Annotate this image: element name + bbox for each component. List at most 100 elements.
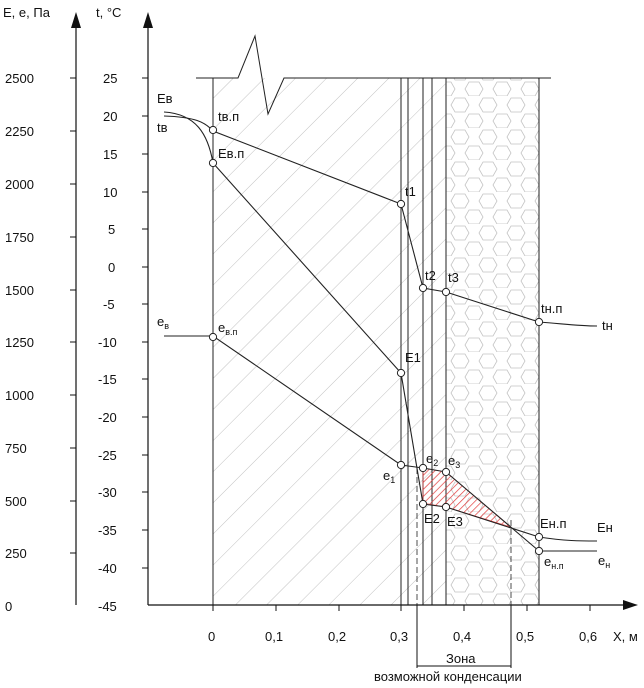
label-e2-sub: 2 bbox=[433, 458, 438, 468]
x-tick-label: 0,3 bbox=[390, 629, 408, 644]
temp-tick-label: -30 bbox=[98, 485, 117, 500]
pressure-tick-label: 2500 bbox=[5, 71, 34, 86]
point-t2 bbox=[418, 283, 428, 293]
temp-tick-label: 20 bbox=[103, 109, 117, 124]
x-tick-label: 0,1 bbox=[265, 629, 283, 644]
pressure-ticks bbox=[70, 77, 76, 554]
point-evp bbox=[208, 332, 218, 342]
x-tick-label: 0,2 bbox=[328, 629, 346, 644]
temp-tick-label: -5 bbox=[103, 297, 115, 312]
x-axis-title: X, м bbox=[613, 629, 638, 644]
point-t3 bbox=[441, 287, 451, 297]
pressure-tick-labels: 2500 2250 2000 1750 1500 1250 1000 750 5… bbox=[5, 71, 34, 614]
label-tn: tн bbox=[602, 318, 613, 333]
pressure-tick-label: 2000 bbox=[5, 177, 34, 192]
pressure-tick-label: 1500 bbox=[5, 283, 34, 298]
temp-tick-label: -35 bbox=[98, 523, 117, 538]
x-axis-arrow bbox=[623, 600, 638, 610]
label-e2: e2 bbox=[426, 451, 438, 468]
point-t1 bbox=[396, 199, 406, 209]
x-ticks bbox=[212, 605, 591, 611]
label-enp: eн.п bbox=[544, 554, 564, 571]
label-evp-base: e bbox=[218, 320, 225, 335]
label-e3-sub: 3 bbox=[455, 460, 460, 470]
temp-tick-label: -15 bbox=[98, 372, 117, 387]
pressure-tick-label: 1250 bbox=[5, 335, 34, 350]
label-e3-base: e bbox=[448, 453, 455, 468]
temp-tick-label: -20 bbox=[98, 410, 117, 425]
x-tick-labels: 0 0,1 0,2 0,3 0,4 0,5 0,6 bbox=[208, 629, 597, 644]
pressure-axis-arrow bbox=[71, 12, 81, 28]
label-en: eн bbox=[598, 553, 610, 570]
x-tick-label: 0,6 bbox=[579, 629, 597, 644]
label-ev-sub: в bbox=[164, 321, 169, 331]
point-tnp bbox=[534, 317, 544, 327]
temp-tick-label: -45 bbox=[98, 599, 117, 614]
label-evp-sub: в.п bbox=[225, 327, 237, 337]
zone-bracket bbox=[416, 605, 512, 668]
label-En: Eн bbox=[597, 520, 613, 535]
label-evp: eв.п bbox=[218, 320, 238, 337]
label-e1-sub: 1 bbox=[390, 475, 395, 485]
pressure-tick-label: 750 bbox=[5, 441, 27, 456]
label-t1: t1 bbox=[405, 184, 416, 199]
label-ev: eв bbox=[157, 314, 169, 331]
label-e3: e3 bbox=[448, 453, 460, 470]
pressure-tick-label: 0 bbox=[5, 599, 12, 614]
pressure-tick-label: 1000 bbox=[5, 388, 34, 403]
label-e2-base: e bbox=[426, 451, 433, 466]
temp-tick-label: 5 bbox=[108, 222, 115, 237]
points bbox=[208, 125, 544, 556]
pressure-tick-label: 1750 bbox=[5, 230, 34, 245]
point-E2 bbox=[418, 499, 428, 509]
label-enp-base: e bbox=[544, 554, 551, 569]
zone-subtitle: возможной конденсации bbox=[374, 669, 522, 684]
label-enp-sub: н.п bbox=[551, 561, 563, 571]
temp-tick-label: 15 bbox=[103, 147, 117, 162]
pressure-tick-label: 500 bbox=[5, 494, 27, 509]
label-e1: e1 bbox=[383, 468, 395, 485]
temperature-tick-labels: 25 20 15 10 5 0 -5 -10 -15 -20 -25 -30 -… bbox=[98, 71, 117, 614]
label-Enp: Eн.п bbox=[540, 516, 567, 531]
temperature-ticks bbox=[142, 77, 148, 569]
axes bbox=[75, 25, 625, 606]
point-Evp bbox=[208, 158, 218, 168]
zone-title: Зона bbox=[446, 651, 476, 666]
label-Evp: Eв.п bbox=[218, 146, 244, 161]
label-t3: t3 bbox=[448, 270, 459, 285]
pressure-tick-label: 250 bbox=[5, 546, 27, 561]
point-Enp bbox=[534, 532, 544, 542]
top-break-line bbox=[196, 34, 551, 116]
label-t2: t2 bbox=[425, 268, 436, 283]
point-e1 bbox=[396, 460, 406, 470]
label-E1: E1 bbox=[405, 350, 421, 365]
temp-tick-label: -25 bbox=[98, 448, 117, 463]
point-E3 bbox=[441, 502, 451, 512]
label-E3: E3 bbox=[447, 514, 463, 529]
label-ev-base: e bbox=[157, 314, 164, 329]
label-tnp: tн.п bbox=[541, 301, 562, 316]
temp-tick-label: 10 bbox=[103, 185, 117, 200]
label-Ev: Eв bbox=[157, 91, 173, 106]
point-e2 bbox=[418, 463, 428, 473]
point-tvp bbox=[208, 125, 218, 135]
label-en-sub: н bbox=[605, 560, 610, 570]
x-tick-label: 0,4 bbox=[453, 629, 471, 644]
x-tick-label: 0,5 bbox=[516, 629, 534, 644]
layer-2-thin bbox=[401, 78, 423, 605]
temp-tick-label: -40 bbox=[98, 561, 117, 576]
temperature-axis-title: t, °C bbox=[96, 5, 121, 20]
layer-1-hatched bbox=[213, 78, 401, 605]
point-labels: Eв tв tв.п Eв.п t1 t2 t3 tн.п tн eв eв.п… bbox=[157, 91, 613, 571]
point-E1 bbox=[396, 368, 406, 378]
point-e3 bbox=[441, 467, 451, 477]
temperature-axis-arrow bbox=[143, 12, 153, 28]
point-enp bbox=[534, 546, 544, 556]
label-e1-base: e bbox=[383, 468, 390, 483]
pressure-axis-title: E, e, Па bbox=[3, 5, 51, 20]
label-tv: tв bbox=[157, 120, 168, 135]
temp-tick-label: 25 bbox=[103, 71, 117, 86]
label-tvp: tв.п bbox=[218, 109, 239, 124]
label-E2: E2 bbox=[424, 511, 440, 526]
